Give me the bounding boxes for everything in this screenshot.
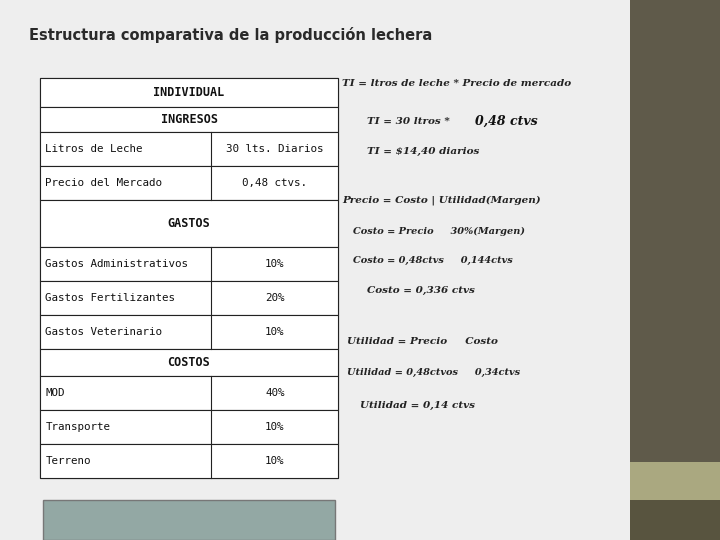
Text: 0,48 ctvs.: 0,48 ctvs. — [243, 178, 307, 188]
Text: 10%: 10% — [265, 456, 284, 466]
Bar — [40, 132, 338, 166]
Text: Utilidad = 0,14 ctvs: Utilidad = 0,14 ctvs — [360, 401, 475, 409]
Bar — [40, 166, 338, 200]
Text: 10%: 10% — [265, 259, 284, 269]
Text: Ganancia al mes de $135: Ganancia al mes de $135 — [93, 513, 285, 526]
Bar — [40, 444, 338, 478]
Text: MOD: MOD — [45, 388, 65, 398]
Text: Estructura comparativa de la producción lechera: Estructura comparativa de la producción … — [29, 27, 432, 43]
Text: 40%: 40% — [265, 388, 284, 398]
Bar — [40, 78, 338, 107]
Bar — [40, 349, 338, 376]
Text: INDIVIDUAL: INDIVIDUAL — [153, 86, 225, 99]
Text: Utilidad = 0,48ctvos     0,34ctvs: Utilidad = 0,48ctvos 0,34ctvs — [347, 368, 520, 377]
Text: Litros de Leche: Litros de Leche — [45, 144, 143, 154]
Text: Gastos Fertilizantes: Gastos Fertilizantes — [45, 293, 176, 303]
Text: 30 lts. Diarios: 30 lts. Diarios — [226, 144, 324, 154]
Text: TI = $14,40 diarios: TI = $14,40 diarios — [367, 147, 480, 156]
Text: TI = ltros de leche * Precio de mercado: TI = ltros de leche * Precio de mercado — [342, 79, 571, 88]
Text: GASTOS: GASTOS — [168, 217, 210, 230]
Text: Terreno: Terreno — [45, 456, 91, 466]
Bar — [40, 78, 338, 478]
Bar — [630, 462, 720, 500]
Text: TI = 30 ltros *: TI = 30 ltros * — [367, 117, 450, 126]
Text: 10%: 10% — [265, 327, 284, 337]
Text: Utilidad = Precio     Costo: Utilidad = Precio Costo — [347, 337, 498, 346]
Bar — [40, 315, 338, 349]
Text: Gastos Administrativos: Gastos Administrativos — [45, 259, 189, 269]
Bar — [40, 247, 338, 281]
Text: 10%: 10% — [265, 422, 284, 432]
Bar — [40, 281, 338, 315]
Text: Costo = Precio     30%(Margen): Costo = Precio 30%(Margen) — [353, 227, 525, 235]
Bar — [40, 376, 338, 410]
Text: Precio = Costo | Utilidad(Margen): Precio = Costo | Utilidad(Margen) — [342, 195, 541, 205]
Bar — [630, 500, 720, 540]
Text: COSTOS: COSTOS — [168, 356, 210, 369]
Text: 0,48 ctvs: 0,48 ctvs — [475, 115, 538, 128]
Text: Costo = 0,336 ctvs: Costo = 0,336 ctvs — [367, 286, 475, 295]
Text: Costo = 0,48ctvs     0,144ctvs: Costo = 0,48ctvs 0,144ctvs — [353, 256, 513, 265]
Text: Precio del Mercado: Precio del Mercado — [45, 178, 163, 188]
Bar — [40, 410, 338, 444]
Bar — [40, 107, 338, 132]
Bar — [630, 0, 720, 462]
Text: 20%: 20% — [265, 293, 284, 303]
Text: Gastos Veterinario: Gastos Veterinario — [45, 327, 163, 337]
Text: INGRESOS: INGRESOS — [161, 113, 217, 126]
Text: Transporte: Transporte — [45, 422, 110, 432]
Bar — [40, 200, 338, 247]
FancyBboxPatch shape — [43, 500, 335, 540]
